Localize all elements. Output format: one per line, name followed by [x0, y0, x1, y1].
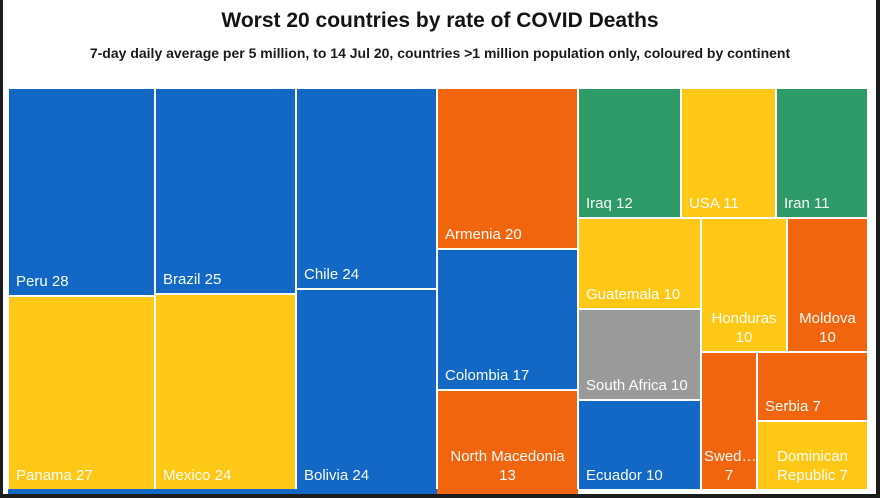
- treemap-cell-sweden[interactable]: Swed… 7: [702, 353, 756, 489]
- treemap-cell-iran[interactable]: Iran 11: [777, 89, 867, 217]
- treemap-cell-iraq[interactable]: Iraq 12: [579, 89, 680, 217]
- treemap-cell-serbia[interactable]: Serbia 7: [758, 353, 867, 420]
- treemap-cell-label: USA 11: [689, 195, 739, 212]
- treemap-cell-colombia[interactable]: Colombia 17: [438, 250, 577, 389]
- treemap-cell-label: Iraq 12: [586, 195, 633, 212]
- chart-subtitle: 7-day daily average per 5 million, to 14…: [89, 45, 791, 61]
- treemap-cell-label: Chile 24: [304, 266, 360, 283]
- treemap-cell-label: Colombia 17: [445, 367, 530, 384]
- treemap-cell-label: North Macedonia 13: [450, 448, 565, 484]
- treemap-cell-north-macedonia[interactable]: North Macedonia 13: [438, 391, 577, 489]
- treemap-cell-label: Armenia 20: [445, 226, 522, 243]
- chart-header: Worst 20 countries by rate of COVID Deat…: [0, 0, 880, 61]
- treemap-cell-label: Ecuador 10: [586, 467, 663, 484]
- treemap-cell-label: Moldova 10: [799, 310, 856, 346]
- treemap-cell-peru[interactable]: Peru 28: [9, 89, 154, 295]
- treemap-cell-chile[interactable]: Chile 24: [297, 89, 436, 288]
- treemap-cell-moldova[interactable]: Moldova 10: [788, 219, 867, 351]
- treemap-cell-label: Swed… 7: [704, 448, 756, 484]
- treemap-cell-label: Brazil 25: [163, 271, 222, 288]
- treemap-cell-mexico[interactable]: Mexico 24: [156, 295, 295, 489]
- treemap-cell-bolivia[interactable]: Bolivia 24: [297, 290, 436, 489]
- treemap-cell-dominican-republic[interactable]: Dominican Republic 7: [758, 422, 867, 489]
- treemap-cell-south-africa[interactable]: South Africa 10: [579, 310, 700, 399]
- treemap-cell-label: Serbia 7: [765, 398, 821, 415]
- treemap-cell-label: South Africa 10: [586, 377, 688, 394]
- treemap-cell-label: Bolivia 24: [304, 467, 370, 484]
- treemap-cell-label: Peru 28: [16, 273, 69, 290]
- treemap-cell-label: Mexico 24: [163, 467, 232, 484]
- treemap-cell-armenia[interactable]: Armenia 20: [438, 89, 577, 248]
- bottom-edge-strip: [8, 489, 437, 495]
- treemap-cell-label: Dominican Republic 7: [777, 448, 848, 484]
- treemap-cell-panama[interactable]: Panama 27: [9, 297, 154, 489]
- treemap-cell-brazil[interactable]: Brazil 25: [156, 89, 295, 293]
- treemap-cell-usa[interactable]: USA 11: [682, 89, 775, 217]
- treemap-cell-label: Panama 27: [16, 467, 93, 484]
- treemap-cell-honduras[interactable]: Honduras 10: [702, 219, 786, 351]
- treemap-cell-guatemala[interactable]: Guatemala 10: [579, 219, 700, 308]
- chart-title: Worst 20 countries by rate of COVID Deat…: [221, 9, 659, 32]
- treemap-cell-ecuador[interactable]: Ecuador 10: [579, 401, 700, 489]
- treemap-cell-label: Iran 11: [784, 195, 830, 212]
- treemap-cell-label: Honduras 10: [711, 310, 777, 346]
- treemap-chart: Peru 28 Brazil 25 Chile 24 Armenia 20 Iraq 1…: [8, 88, 868, 490]
- treemap-cell-label: Guatemala 10: [586, 286, 681, 303]
- bottom-edge-strip: [437, 489, 578, 494]
